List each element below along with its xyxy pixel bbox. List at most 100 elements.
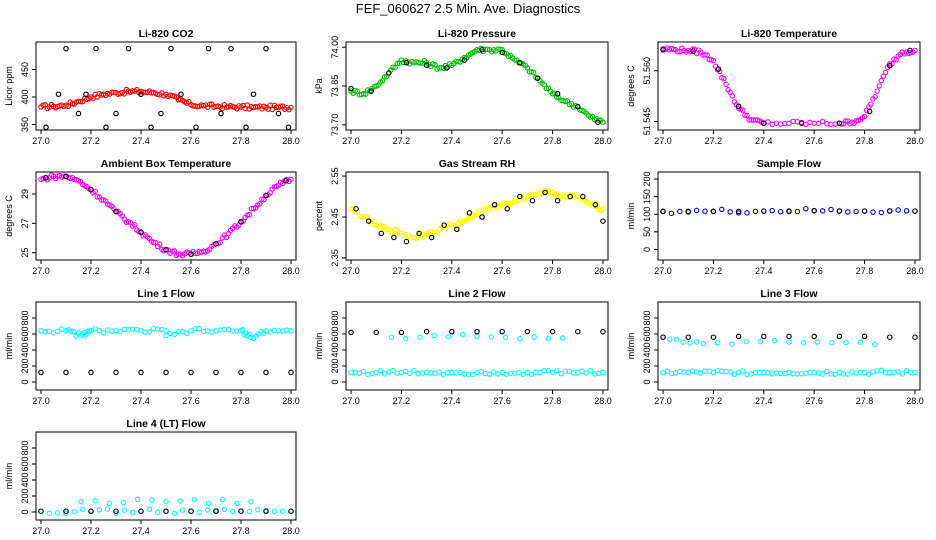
x-tick-label: 27.0 xyxy=(654,396,672,406)
data-point xyxy=(40,102,46,108)
data-point xyxy=(530,69,537,76)
panel-title: Gas Stream RH xyxy=(439,158,515,170)
data-point xyxy=(543,85,550,92)
x-tick-label: 27.4 xyxy=(132,136,150,146)
data-point xyxy=(531,334,537,340)
data-point xyxy=(757,338,764,345)
series-color xyxy=(38,86,294,113)
data-point xyxy=(88,508,94,514)
data-point xyxy=(377,368,384,374)
data-point xyxy=(887,334,893,340)
data-point xyxy=(836,208,843,214)
data-point xyxy=(368,88,374,94)
data-point xyxy=(373,329,379,336)
data-point xyxy=(238,508,244,514)
plot-frame xyxy=(345,171,609,261)
y-tick-label: 0 xyxy=(20,379,30,384)
data-point xyxy=(542,189,548,196)
y-tick-label: 600 xyxy=(330,326,340,341)
data-point xyxy=(146,329,153,335)
chart-panel-p2: Li-820 Pressure kPa 27.0 27.2 27.4 27.6 27.8 28… xyxy=(314,28,612,146)
data-point xyxy=(348,206,354,212)
data-point xyxy=(188,369,194,376)
data-point xyxy=(263,369,269,376)
data-point xyxy=(687,340,693,346)
data-point xyxy=(878,77,885,84)
data-point xyxy=(63,45,69,52)
data-point xyxy=(207,101,213,108)
data-point xyxy=(761,208,767,214)
data-point xyxy=(743,338,749,345)
data-point xyxy=(729,93,736,99)
y-tick-label: 2.45 xyxy=(330,208,340,226)
data-point xyxy=(690,48,697,54)
data-point xyxy=(75,110,82,117)
data-point xyxy=(169,248,176,254)
data-point xyxy=(416,230,422,237)
panel-title: Ambient Box Temperature xyxy=(101,158,232,170)
data-point xyxy=(285,124,292,131)
data-point xyxy=(715,66,722,72)
data-point xyxy=(288,369,294,376)
data-point xyxy=(470,371,476,378)
y-tick-label: 27 xyxy=(20,218,30,228)
data-point xyxy=(163,508,169,514)
data-point xyxy=(129,509,136,516)
figure-title: FEF_060627 2.5 Min. Ave. Diagnostics xyxy=(355,1,581,16)
data-point xyxy=(238,369,244,376)
y-tick-label: 74.00 xyxy=(330,36,340,59)
data-point xyxy=(861,208,868,214)
data-point xyxy=(803,205,809,212)
chart-panel-p1: Li-820 CO2 Licor ppm 27.0 27.2 27.4 27.6 27.8 2… xyxy=(4,28,300,146)
x-tick-label: 27.4 xyxy=(755,396,773,406)
chart-panel-p5: Gas Stream RH percent 27.0 27.2 27.4 27.6 27.8… xyxy=(314,158,612,276)
data-point xyxy=(239,326,246,333)
data-point xyxy=(117,328,123,335)
x-tick-label: 27.8 xyxy=(544,396,562,406)
y-axis-label: Licor ppm xyxy=(4,66,14,106)
data-point xyxy=(449,328,455,335)
data-point xyxy=(777,208,784,215)
data-point xyxy=(794,208,801,215)
data-point xyxy=(177,498,183,504)
y-tick-label: 600 xyxy=(642,326,652,341)
series-black xyxy=(660,47,913,126)
data-point xyxy=(486,371,493,377)
data-point xyxy=(719,206,725,213)
data-point xyxy=(698,370,704,376)
data-point xyxy=(88,369,94,376)
data-point xyxy=(710,334,717,340)
x-tick-label: 27.4 xyxy=(443,266,461,276)
data-point xyxy=(113,208,119,215)
data-point xyxy=(668,210,675,217)
data-point xyxy=(279,508,286,514)
data-point xyxy=(391,234,397,241)
data-point xyxy=(234,500,240,507)
y-axis-label: kPa xyxy=(314,78,324,94)
data-point xyxy=(861,113,868,120)
data-point xyxy=(100,330,107,336)
data-point xyxy=(861,333,868,340)
data-point xyxy=(836,333,843,340)
x-tick-label: 27.2 xyxy=(705,136,723,146)
x-tick-label: 27.8 xyxy=(856,266,874,276)
series-color xyxy=(348,45,606,125)
data-point xyxy=(193,124,199,131)
data-point xyxy=(674,49,681,55)
x-tick-label: 27.4 xyxy=(132,526,150,536)
data-point xyxy=(205,500,212,507)
series-black xyxy=(38,508,294,514)
data-point xyxy=(700,340,707,347)
data-point xyxy=(524,328,531,335)
x-tick-label: 28.0 xyxy=(594,396,612,406)
data-point xyxy=(388,334,395,340)
data-point xyxy=(103,124,109,131)
data-point xyxy=(92,498,98,504)
data-point xyxy=(786,333,792,340)
data-point xyxy=(499,328,505,335)
data-point xyxy=(907,47,913,54)
data-point xyxy=(163,246,169,253)
y-axis-label: degrees C xyxy=(4,195,14,237)
y-tick-label: 200 xyxy=(20,358,30,373)
data-point xyxy=(545,335,552,342)
